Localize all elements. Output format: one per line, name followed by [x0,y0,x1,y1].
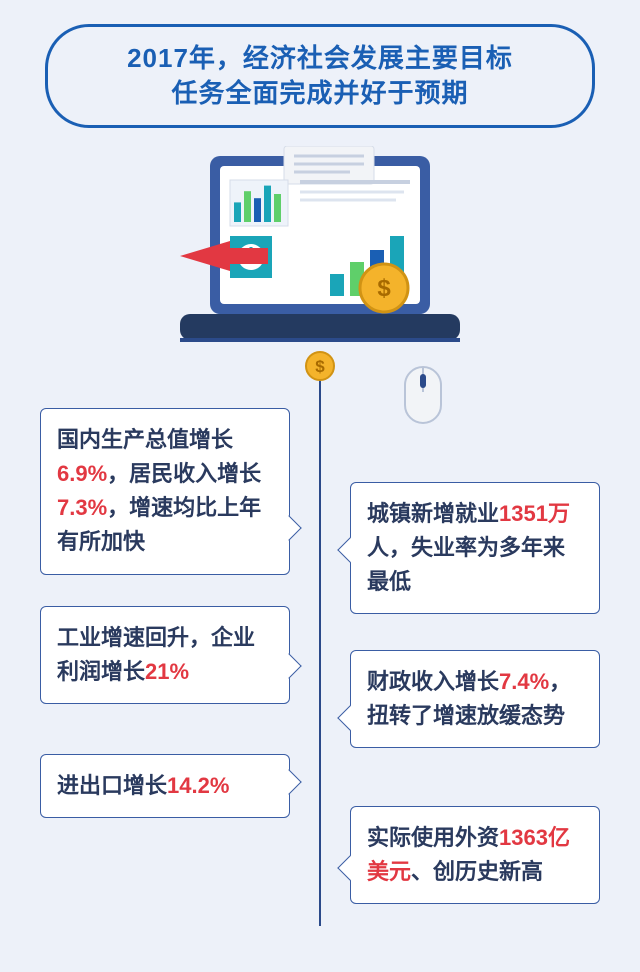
stat-text: 人，失业率为多年来最低 [367,535,565,594]
stat-text: 实际使用外资 [367,825,499,850]
stat-bubble-industry: 工业增速回升，企业利润增长21% [40,606,290,704]
highlighted-value: 21% [145,659,189,684]
stat-text: ，居民收入增长 [107,461,261,486]
highlighted-value: 6.9% [57,461,107,486]
stat-bubble-fdi: 实际使用外资1363亿美元、创历史新高 [350,806,600,904]
stat-bubble-employment: 城镇新增就业1351万人，失业率为多年来最低 [350,482,600,614]
timeline-area: $ 国内生产总值增长6.9%，居民收入增长7.3%，增速均比上年有所加快 工业增… [0,366,640,926]
svg-text:$: $ [377,275,391,302]
stat-text: 国内生产总值增长 [57,427,233,452]
stat-bubble-fiscal: 财政收入增长7.4%，扭转了增速放缓态势 [350,650,600,748]
highlighted-value: 14.2% [167,773,229,798]
mouse-icon [402,364,444,431]
stat-text: 进出口增长 [57,773,167,798]
coin-dot-icon: $ [305,351,335,381]
stat-text: 城镇新增就业 [367,501,499,526]
laptop-icon: $ [160,146,480,366]
stat-text: 财政收入增长 [367,669,499,694]
stat-bubble-trade: 进出口增长14.2% [40,754,290,818]
highlighted-value: 7.3% [57,495,107,520]
stat-text: 、创历史新高 [411,859,543,884]
highlighted-value: 7.4% [499,669,549,694]
stat-bubble-gdp: 国内生产总值增长6.9%，居民收入增长7.3%，增速均比上年有所加快 [40,408,290,574]
headline-line-2: 任务全面完成并好于预期 [68,76,572,111]
laptop-illustration: $ [0,146,640,366]
stem-line [319,366,321,926]
headline-line-1: 2017年，经济社会发展主要目标 [68,41,572,76]
headline-box: 2017年，经济社会发展主要目标 任务全面完成并好于预期 [45,24,595,128]
highlighted-value: 1351万 [499,501,570,526]
coin-symbol: $ [315,358,324,375]
